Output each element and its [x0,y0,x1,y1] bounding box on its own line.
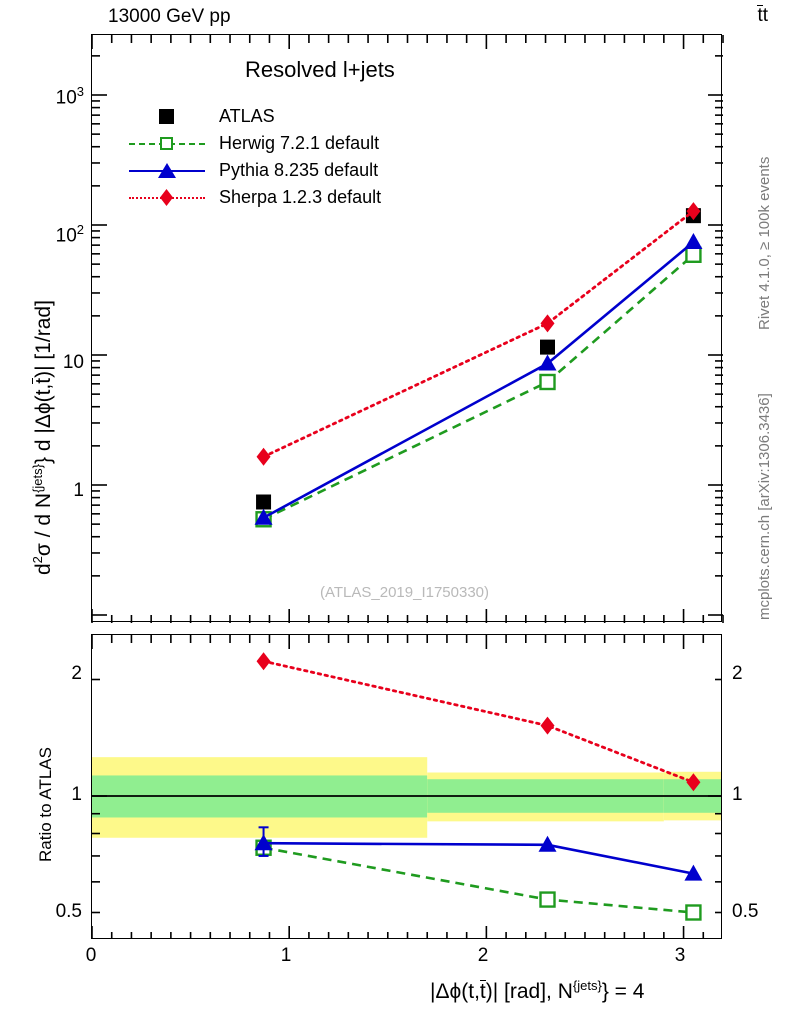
filled-triangle-icon [158,163,176,178]
x-tick-label-2: 2 [477,945,489,966]
series-line-sherpa [262,209,695,459]
data-point-pythia [538,354,557,371]
ratio-plot-svg [92,635,721,938]
y-tick-label-100: 102 [55,222,84,247]
header-right-label: tt [757,4,768,26]
legend-label-herwig: Herwig 7.2.1 default [219,133,380,153]
data-point-herwig [539,373,556,391]
legend-marker-atlas [125,103,209,130]
data-point-sherpa [540,314,555,333]
y-tick-label-1000: 103 [55,84,84,109]
legend-label-atlas: ATLAS [219,106,275,126]
data-point-atlas [540,339,556,355]
legend-marker-sherpa [125,184,209,211]
ratio-y-tick-label-1: 1 [71,784,82,805]
data-point-atlas [256,494,272,510]
legend-label-sherpa: Sherpa 1.2.3 default [219,187,382,207]
x-axis-title: |Δϕ(t,t)| [rad], N{jets}} = 4 [430,978,645,1003]
y-axis-title: d2σ / d N{jets}} d |Δϕ(t,t)| [1/rad] [30,300,55,575]
ratio-y-tick-label-2: 2 [71,663,82,684]
ratio-point-pythia [684,864,703,881]
ttbar-overline: t [757,4,764,26]
ratio-point-herwig [685,904,702,921]
ratio-y-tick-label-right-05: 0.5 [732,901,759,922]
data-point-pythia [684,232,703,249]
x-tick-label-3: 3 [674,945,686,966]
ratio-point-sherpa [686,773,701,792]
open-square-icon [160,137,173,150]
x-tick-label-0: 0 [85,945,97,966]
ratio-plot-panel [91,634,722,939]
y-tick-label-10: 10 [62,352,84,373]
filled-square-icon [159,109,174,124]
main-plot-svg [91,35,724,623]
mcplots-reference-label: mcplots.cern.ch [arXiv:1306.3436] [756,393,773,620]
header-left-label: 13000 GeV pp [108,6,231,27]
data-point-pythia [254,508,273,525]
plot-title: Resolved l+jets [245,57,395,82]
ratio-y-tick-label-right-1: 1 [732,784,743,805]
ratio-y-tick-label-05: 0.5 [55,901,82,922]
ratio-point-sherpa [540,716,555,735]
ratio-y-axis-title: Ratio to ATLAS [36,747,55,862]
legend-label-pythia: Pythia 8.235 default [219,160,379,180]
series-line-pythia [262,241,695,519]
rivet-version-label: Rivet 4.1.0, ≥ 100k events [756,156,773,330]
y-tick-label-1: 1 [73,480,84,501]
ratio-point-herwig [539,891,556,908]
analysis-watermark: (ATLAS_2019_I1750330) [320,584,490,601]
legend-marker-herwig [125,130,209,157]
ratio-line-herwig [263,846,694,914]
ratio-line-sherpa [262,659,695,784]
ratio-point-sherpa [256,652,271,671]
data-point-sherpa [686,202,701,221]
data-point-herwig [685,246,702,263]
filled-diamond-icon [160,189,173,206]
ratio-y-tick-label-right-2: 2 [732,663,743,684]
data-point-sherpa [256,447,271,466]
x-tick-label-1: 1 [280,945,292,966]
ratio-point-pythia [538,835,557,852]
ratio-point-pythia [254,834,273,851]
legend-marker-pythia [125,157,209,184]
main-plot-panel [91,34,724,623]
